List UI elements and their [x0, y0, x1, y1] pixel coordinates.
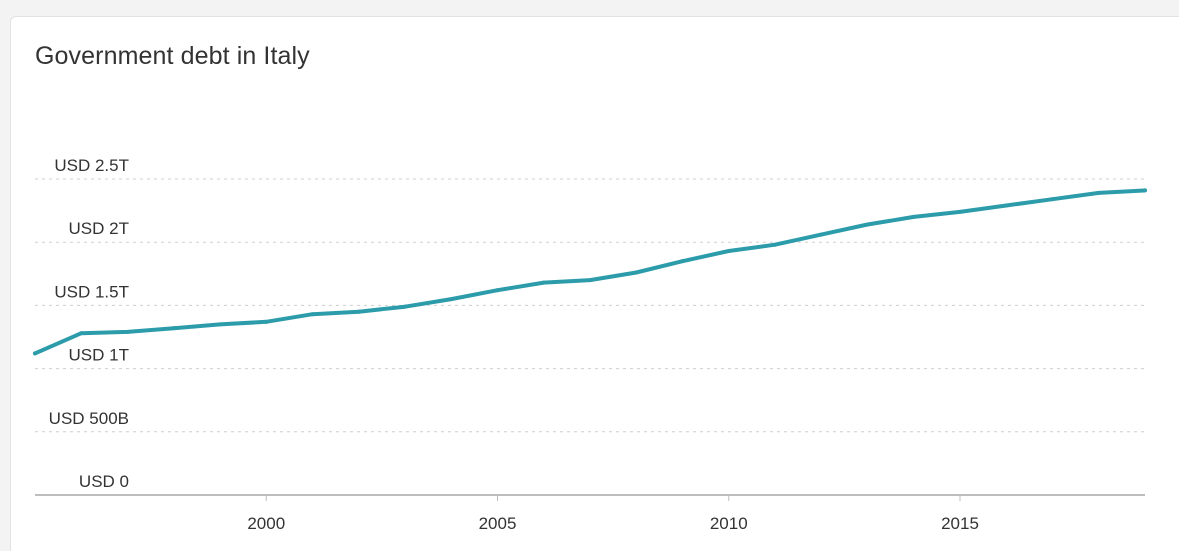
data-point — [1050, 197, 1055, 202]
y-axis-tick-labels: USD 0 USD 500B USD 1T USD 1.5T USD 2T USD 2.5… — [49, 156, 129, 491]
series-line — [33, 188, 1147, 356]
x-tick-label: 2000 — [247, 514, 285, 533]
x-tick-label: 2015 — [941, 514, 979, 533]
data-point — [125, 329, 130, 334]
data-point — [588, 278, 592, 283]
chart-title: Government debt in Italy — [35, 42, 310, 70]
x-axis-tick-labels: 2000 2005 2010 2015 — [247, 495, 979, 533]
series-layer — [33, 188, 1147, 356]
data-point — [819, 232, 824, 237]
data-point — [356, 309, 361, 314]
data-point — [495, 288, 500, 293]
gridlines — [35, 178, 1145, 433]
y-tick-label: USD 500B — [49, 409, 129, 428]
data-point — [33, 351, 37, 356]
data-point — [773, 242, 777, 247]
data-point — [1096, 190, 1101, 195]
data-point — [264, 319, 269, 324]
data-point — [403, 304, 407, 309]
data-point — [1143, 188, 1147, 193]
data-point — [541, 280, 546, 285]
chart-card: Government debt in Italy USD 0 USD 500B US… — [10, 16, 1179, 551]
y-tick-label: USD 2T — [69, 219, 129, 238]
data-point — [1004, 203, 1009, 208]
data-point — [726, 249, 731, 254]
data-point — [449, 297, 454, 302]
data-point — [171, 326, 176, 331]
y-tick-label: USD 1.5T — [54, 282, 129, 301]
y-tick-label: USD 0 — [79, 472, 129, 491]
data-point — [218, 322, 222, 327]
data-point — [958, 209, 962, 214]
line-chart: USD 0 USD 500B USD 1T USD 1.5T USD 2T USD 2.5… — [33, 156, 1147, 533]
data-point — [310, 312, 315, 317]
data-point — [79, 331, 84, 336]
y-tick-label: USD 1T — [69, 346, 129, 365]
x-tick-label: 2005 — [479, 514, 517, 533]
y-tick-label: USD 2.5T — [54, 156, 129, 175]
data-point — [680, 259, 685, 264]
data-point — [865, 222, 870, 227]
x-tick-label: 2010 — [710, 514, 748, 533]
data-point — [634, 270, 639, 275]
data-point — [911, 214, 916, 219]
